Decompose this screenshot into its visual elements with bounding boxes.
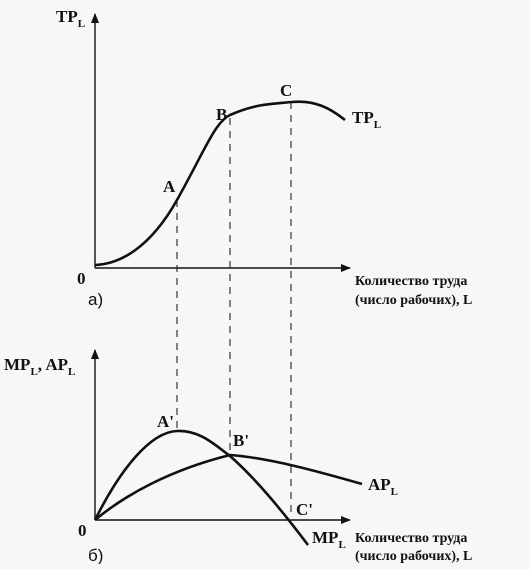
- panel-a-x-axis-label-line1: Количество труда: [355, 274, 467, 289]
- ap-point-b-label: B': [233, 431, 249, 450]
- mp-curve-label: MPL: [312, 528, 346, 551]
- panel-b-label: б): [88, 546, 103, 564]
- panel-a-y-axis-label: TPL: [56, 7, 85, 30]
- tp-point-a-label: A: [163, 177, 176, 196]
- panel-b-y-axis-label: MPL, APL: [4, 355, 75, 378]
- panel-a-label: а): [88, 290, 103, 309]
- panel-b-x-axis-label-line2: (число рабочих), L: [355, 549, 472, 564]
- tp-point-b-label: B: [216, 105, 227, 124]
- ap-curve: [94, 453, 363, 521]
- tp-curve: [94, 100, 346, 267]
- tp-point-c-label: C: [280, 81, 292, 100]
- mp-point-a-label: A': [157, 412, 174, 431]
- tp-curve-label: TPL: [352, 108, 381, 131]
- ap-curve-label: APL: [368, 475, 398, 498]
- mp-point-c-label: C': [296, 500, 313, 519]
- panel-a-x-axis-label-line2: (число рабочих), L: [355, 293, 472, 308]
- panel-a-origin-label: 0: [77, 269, 86, 288]
- panel-b: MPL, APL 0 Количество труда (число рабоч…: [4, 349, 472, 565]
- dashed-guides: [176, 102, 292, 515]
- mp-curve: [93, 429, 310, 546]
- panel-b-x-axis-label-line1: Количество труда: [355, 531, 467, 546]
- panel-a: TPL 0 Количество труда (число рабочих), …: [56, 7, 472, 309]
- panel-b-origin-label: 0: [78, 521, 87, 540]
